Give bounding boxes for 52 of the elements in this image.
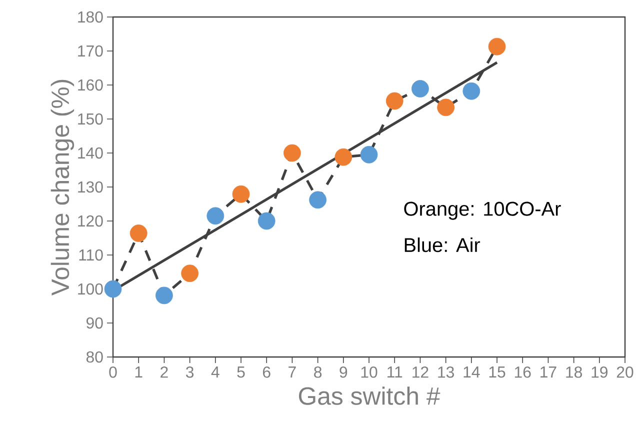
x-tick-label: 5: [237, 366, 245, 378]
x-tick-label: 19: [592, 366, 608, 378]
point: [437, 98, 455, 116]
point: [334, 148, 352, 166]
x-tick-label: 8: [314, 366, 322, 378]
y-tick-label: 150: [78, 113, 103, 125]
y-tick-label: 180: [78, 11, 103, 23]
y-tick-label: 120: [78, 215, 103, 227]
x-tick-label: 20: [616, 366, 634, 378]
point: [488, 38, 506, 56]
x-tick-label: 3: [186, 366, 194, 378]
x-tick-label: 15: [489, 366, 506, 378]
y-tick-label: 170: [78, 45, 103, 57]
x-tick-label: 4: [211, 366, 220, 378]
x-tick-label: 9: [340, 366, 348, 378]
x-tick-label: 11: [388, 366, 402, 378]
point: [360, 146, 378, 164]
point: [258, 212, 276, 230]
x-tick-label: 10: [361, 366, 378, 378]
x-tick-label: 0: [109, 366, 117, 378]
point: [309, 191, 327, 209]
x-tick-label: 16: [514, 366, 531, 378]
point: [104, 280, 122, 298]
point: [156, 286, 173, 304]
y-tick-label: 100: [78, 283, 103, 295]
y-tick-label: 130: [78, 181, 103, 193]
point: [412, 80, 429, 98]
point: [386, 92, 404, 110]
y-tick-label: 140: [78, 147, 103, 159]
y-tick-label: 160: [78, 79, 103, 91]
y-tick-label: 90: [86, 317, 103, 329]
point: [181, 264, 199, 282]
x-tick-label: 13: [438, 366, 454, 378]
x-tick-label: 14: [464, 366, 480, 378]
point: [232, 185, 250, 203]
x-tick-label: 7: [288, 366, 296, 378]
annotation: Blue: Air: [404, 237, 480, 252]
x-tick-label: 17: [540, 366, 556, 378]
point: [462, 82, 480, 100]
point: [206, 207, 224, 225]
y-tick-label: 80: [86, 351, 103, 363]
x-axis-title: Gas switch #: [298, 386, 440, 405]
x-tick-label: 6: [262, 366, 270, 378]
x-tick-label: 2: [160, 366, 168, 378]
y-axis-title: Volume change (%): [50, 80, 74, 296]
y-tick-label: 110: [79, 249, 103, 261]
x-tick-label: 12: [412, 366, 428, 378]
x-tick-label: 18: [566, 366, 582, 378]
point: [130, 224, 148, 242]
annotation: Orange: 10CO-Ar: [404, 202, 561, 220]
x-tick-label: 1: [135, 366, 142, 378]
point: [284, 144, 301, 162]
